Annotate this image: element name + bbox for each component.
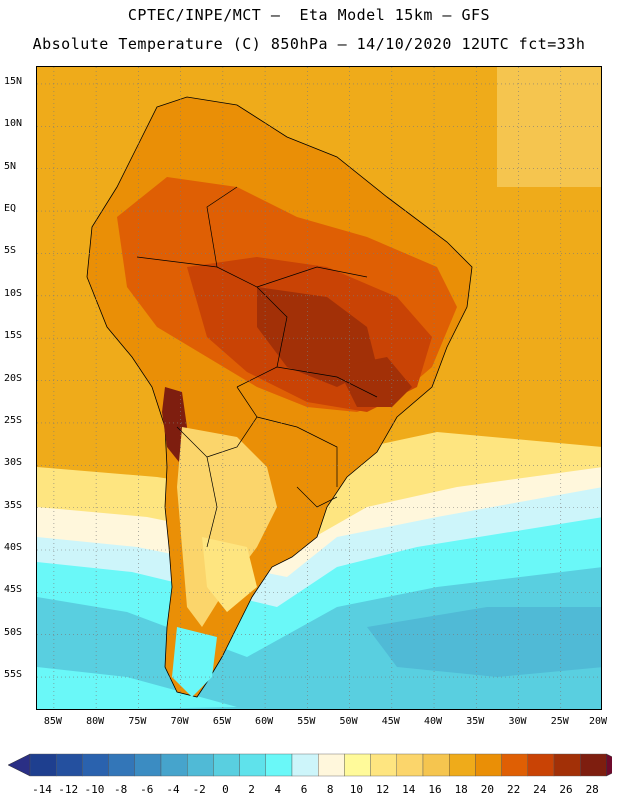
colorbar-tick-label: 0 bbox=[222, 783, 229, 796]
lon-tick-label: 55W bbox=[297, 716, 316, 727]
lon-tick-label: 65W bbox=[212, 716, 231, 727]
chart-title-line1: CPTEC/INPE/MCT – Eta Model 15km – GFS bbox=[127, 6, 491, 24]
colorbar-segment bbox=[291, 753, 319, 777]
colorbar-tick-label: 18 bbox=[454, 783, 468, 796]
lat-tick-label: 10N bbox=[4, 118, 23, 130]
lat-tick-label: 35S bbox=[4, 499, 23, 511]
lat-tick-label: EQ bbox=[4, 203, 17, 215]
colorbar-tick-label: 16 bbox=[428, 783, 442, 796]
colorbar-segment bbox=[239, 753, 267, 777]
colorbar-segment bbox=[29, 753, 57, 777]
colorbar-tick-label: -2 bbox=[192, 783, 206, 796]
colorbar-tick-label: -12 bbox=[58, 783, 79, 796]
lat-tick-label: 20S bbox=[4, 372, 23, 384]
lon-tick-label: 35W bbox=[466, 716, 485, 727]
lon-tick-label: 40W bbox=[424, 716, 443, 727]
colorbar-segment bbox=[475, 753, 502, 777]
lat-tick-label: 15S bbox=[4, 330, 23, 342]
lat-tick-label: 55S bbox=[4, 669, 23, 681]
map-plot-area bbox=[36, 66, 602, 710]
lon-tick-label: 30W bbox=[508, 716, 527, 727]
chart-title-line2: Absolute Temperature (C) 850hPa – 14/10/… bbox=[32, 35, 586, 53]
colorbar-tick-label: -14 bbox=[32, 783, 52, 796]
colorbar-segment bbox=[318, 753, 345, 777]
colorbar-tick-label: 24 bbox=[533, 783, 547, 796]
patagonia-north bbox=[202, 537, 257, 612]
colorbar-tick-label: 12 bbox=[375, 783, 390, 796]
lat-tick-label: 40S bbox=[4, 542, 23, 553]
map-gridlines bbox=[37, 67, 601, 709]
pampas bbox=[177, 427, 277, 627]
colorbar-segment bbox=[213, 753, 240, 777]
colorbar-segment bbox=[344, 753, 371, 777]
colorbar-segment bbox=[265, 753, 293, 777]
colorbar-segment bbox=[580, 753, 607, 777]
ocean-patch-warm bbox=[497, 67, 601, 187]
colorbar-tick-label: 26 bbox=[559, 783, 573, 796]
lon-tick-label: 50W bbox=[339, 716, 358, 727]
lat-tick-label: 5N bbox=[4, 160, 17, 172]
colorbar-segment bbox=[553, 753, 581, 777]
lat-tick-label: 10S bbox=[4, 287, 23, 299]
colorbar-tick-label: -10 bbox=[84, 783, 105, 796]
country-borders bbox=[136, 186, 378, 548]
lat-tick-label: 45S bbox=[4, 584, 23, 596]
lon-tick-label: 70W bbox=[170, 716, 189, 727]
patagonia-south bbox=[172, 627, 217, 697]
colorbar-tick-label: -4 bbox=[166, 783, 180, 796]
colorbar-segment bbox=[501, 753, 529, 777]
colorbar-tick-label: -8 bbox=[113, 783, 128, 796]
colorbar-segment bbox=[396, 753, 424, 777]
colorbar-tick-label: 14 bbox=[402, 783, 416, 796]
colorbar-tick-label: -6 bbox=[140, 783, 154, 796]
colorbar-tick-label: 8 bbox=[326, 783, 334, 796]
colorbar-segment bbox=[370, 753, 398, 777]
ocean-cold-patch bbox=[367, 607, 601, 677]
lat-tick-label: 50S bbox=[4, 626, 23, 638]
colorbar-tick-label: 6 bbox=[300, 783, 308, 796]
lat-tick-label: 25S bbox=[4, 414, 23, 426]
lat-tick-label: 15N bbox=[4, 75, 23, 87]
lon-tick-label: 45W bbox=[381, 716, 400, 727]
lon-tick-label: 20W bbox=[588, 716, 608, 727]
central-brazil-hot-core bbox=[257, 287, 377, 387]
lon-tick-label: 80W bbox=[86, 716, 105, 727]
colorbar-segment bbox=[186, 753, 214, 777]
colorbar-under-arrow bbox=[8, 753, 31, 777]
colorbar-over-arrow bbox=[606, 753, 612, 777]
colorbar-segment bbox=[56, 753, 83, 777]
colorbar-tick-label: 10 bbox=[349, 783, 364, 796]
colorbar-tick-label: 22 bbox=[506, 783, 521, 796]
colorbar-segment bbox=[82, 753, 109, 777]
lat-tick-label: 30S bbox=[4, 457, 23, 469]
southeast-hot-core bbox=[337, 357, 412, 407]
colorbar-tick-label: 4 bbox=[274, 783, 282, 796]
lon-tick-label: 25W bbox=[550, 716, 569, 727]
colorbar-tick-label: 20 bbox=[480, 783, 495, 796]
lon-tick-label: 85W bbox=[43, 716, 62, 727]
lon-tick-label: 60W bbox=[255, 716, 274, 727]
colorbar-segment bbox=[527, 753, 555, 777]
colorbar-tick-label: 28 bbox=[585, 783, 599, 796]
colorbar-segment bbox=[160, 753, 188, 777]
colorbar-segment bbox=[108, 753, 135, 777]
colorbar-segment bbox=[134, 753, 162, 777]
southern-ocean bbox=[37, 667, 237, 709]
colorbar-segment bbox=[422, 753, 450, 777]
lat-tick-label: 5S bbox=[4, 245, 17, 257]
lon-tick-label: 75W bbox=[128, 716, 147, 727]
temperature-colorbar bbox=[8, 753, 612, 777]
colorbar-segment bbox=[449, 753, 476, 777]
temperature-map bbox=[37, 67, 601, 709]
colorbar-tick-label: 2 bbox=[248, 783, 255, 796]
